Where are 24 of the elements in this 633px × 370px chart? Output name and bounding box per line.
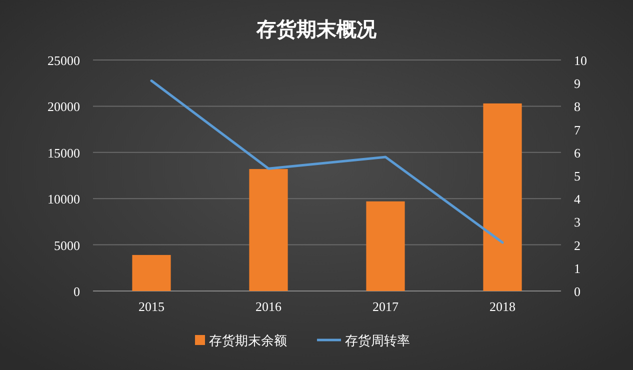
y2-tick-label: 1 (574, 260, 580, 276)
x-tick-label: 2015 (138, 299, 164, 314)
y2-tick-label: 2 (574, 238, 580, 253)
x-tick-label: 2016 (256, 299, 282, 314)
y-tick-label: 20000 (48, 99, 80, 114)
chart-title: 存货期末概况 (256, 19, 378, 41)
y2-tick-label: 0 (574, 284, 580, 299)
x-tick-label: 2017 (372, 299, 399, 314)
x-tick-label: 2018 (490, 299, 516, 314)
y2-tick-label: 4 (574, 192, 581, 207)
y-tick-label: 0 (74, 284, 80, 299)
y2-tick-label: 8 (574, 99, 580, 114)
y2-tick-label: 5 (574, 168, 580, 184)
y-tick-label: 5000 (54, 238, 80, 253)
y-tick-label: 10000 (48, 192, 80, 207)
y2-tick-label: 6 (574, 145, 581, 160)
y-tick-label: 25000 (48, 53, 80, 68)
y2-tick-label: 7 (574, 122, 581, 138)
y-tick-label: 15000 (48, 145, 80, 160)
y2-tick-label: 3 (574, 214, 580, 230)
legend-label: 存货期末余额 (209, 333, 287, 348)
y2-tick-label: 9 (574, 76, 580, 92)
y2-tick-label: 10 (574, 53, 587, 68)
legend-label: 存货周转率 (345, 333, 410, 348)
